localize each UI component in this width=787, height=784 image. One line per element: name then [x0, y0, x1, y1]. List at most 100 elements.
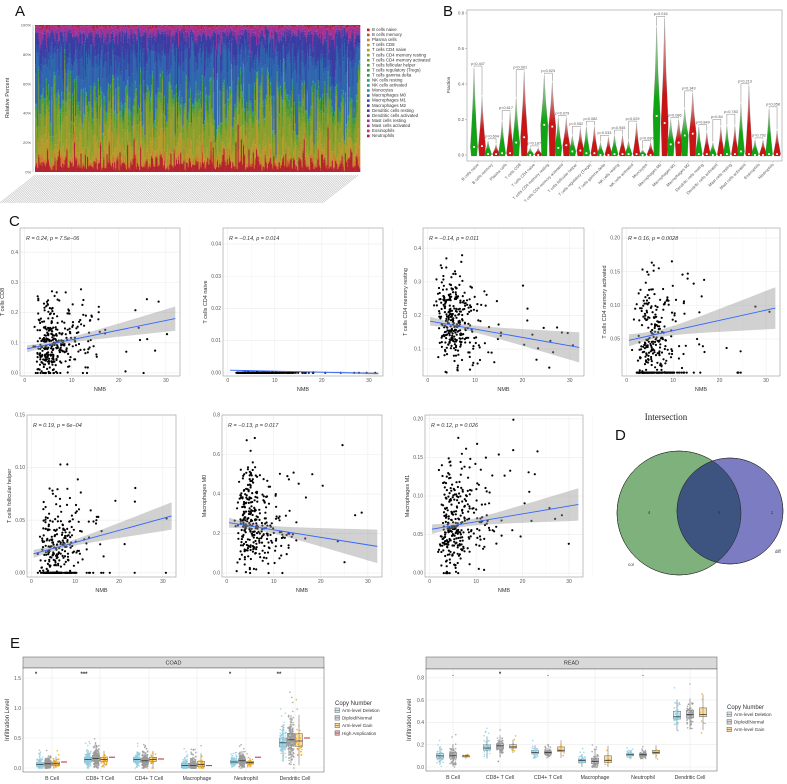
bar-segment	[124, 38, 127, 50]
bar-segment	[113, 48, 115, 56]
bar-segment	[210, 36, 212, 42]
bar-segment	[123, 160, 126, 163]
bar-segment	[225, 129, 228, 137]
bar-segment	[275, 26, 277, 29]
bar-segment	[181, 42, 183, 52]
bar-segment	[194, 161, 196, 165]
bar-segment	[51, 89, 53, 92]
bar-segment	[261, 166, 263, 171]
bar-segment	[215, 27, 218, 29]
bar-segment	[223, 145, 225, 148]
bar-segment	[192, 107, 194, 110]
bar-segment	[166, 122, 168, 124]
bar-segment	[186, 120, 189, 122]
bar-segment	[187, 162, 190, 167]
bar-segment	[185, 26, 187, 32]
bar-segment	[170, 26, 172, 41]
bar-segment	[178, 62, 180, 67]
bar-segment	[61, 32, 63, 44]
bar-segment	[197, 156, 199, 162]
bar-segment	[218, 126, 220, 127]
bar-segment	[272, 25, 274, 37]
bar-segment	[149, 30, 152, 32]
bar-segment	[170, 87, 172, 91]
bar-segment	[117, 79, 119, 84]
bar-segment	[90, 25, 92, 27]
bar-segment	[116, 157, 118, 159]
bar-segment	[57, 25, 60, 28]
bar-segment	[251, 123, 254, 129]
bar-segment	[276, 75, 278, 77]
bar-segment	[235, 65, 237, 93]
bar-segment	[72, 166, 75, 172]
bar-segment	[256, 149, 258, 172]
bar-segment	[74, 25, 76, 32]
bar-segment	[144, 144, 146, 158]
bar-segment	[248, 25, 250, 26]
bar-segment	[198, 53, 200, 99]
bar-segment	[80, 95, 82, 100]
bar-segment	[142, 33, 144, 35]
bar-segment	[209, 28, 211, 36]
bar-segment	[113, 27, 115, 34]
bar-segment	[121, 162, 124, 164]
bar-segment	[74, 78, 76, 80]
bar-segment	[222, 25, 224, 27]
bar-segment	[153, 27, 155, 30]
bar-segment	[104, 61, 106, 97]
bar-segment	[178, 103, 180, 106]
bar-segment	[267, 71, 270, 73]
bar-segment	[196, 44, 198, 64]
bar-segment	[269, 25, 271, 26]
bar-segment	[258, 155, 260, 157]
bar-segment	[45, 50, 48, 60]
bar-segment	[196, 63, 198, 72]
bar-segment	[221, 121, 223, 123]
bar-segment	[264, 102, 267, 106]
bar-segment	[89, 106, 91, 111]
bar-segment	[239, 154, 242, 161]
bar-segment	[169, 82, 171, 85]
bar-segment	[189, 91, 192, 96]
bar-segment	[141, 84, 143, 112]
bar-segment	[273, 60, 275, 65]
bar-segment	[127, 42, 129, 43]
bar-segment	[82, 102, 85, 107]
bar-segment	[107, 83, 109, 85]
bar-segment	[127, 89, 129, 95]
bar-segment	[74, 38, 76, 56]
bar-segment	[168, 30, 170, 35]
bar-segment	[249, 156, 251, 163]
bar-segment	[68, 93, 70, 95]
bar-segment	[77, 45, 79, 64]
bar-segment	[89, 165, 91, 172]
bar-segment	[121, 30, 124, 47]
bar-segment	[44, 110, 47, 114]
bar-segment	[232, 26, 234, 30]
bar-segment	[163, 106, 166, 116]
bar-segment	[236, 94, 238, 98]
bar-segment	[188, 149, 191, 157]
bar-segment	[194, 41, 196, 43]
bar-segment	[39, 49, 41, 56]
bar-segment	[225, 35, 228, 37]
bar-segment	[62, 101, 64, 103]
bar-segment	[199, 26, 202, 30]
bar-segment	[259, 63, 261, 87]
bar-segment	[64, 56, 66, 60]
bar-segment	[110, 110, 113, 112]
bar-segment	[115, 104, 117, 147]
bar-segment	[81, 43, 83, 45]
bar-segment	[80, 99, 82, 122]
bar-segment	[243, 57, 245, 65]
bar-segment	[124, 164, 127, 168]
bar-segment	[67, 79, 69, 85]
bar-segment	[145, 63, 147, 72]
bar-segment	[163, 26, 166, 30]
bar-segment	[59, 112, 62, 123]
bar-segment	[143, 31, 145, 34]
bar-segment	[58, 140, 61, 150]
bar-segment	[105, 124, 107, 146]
bar-segment	[258, 156, 260, 161]
bar-segment	[219, 26, 221, 30]
